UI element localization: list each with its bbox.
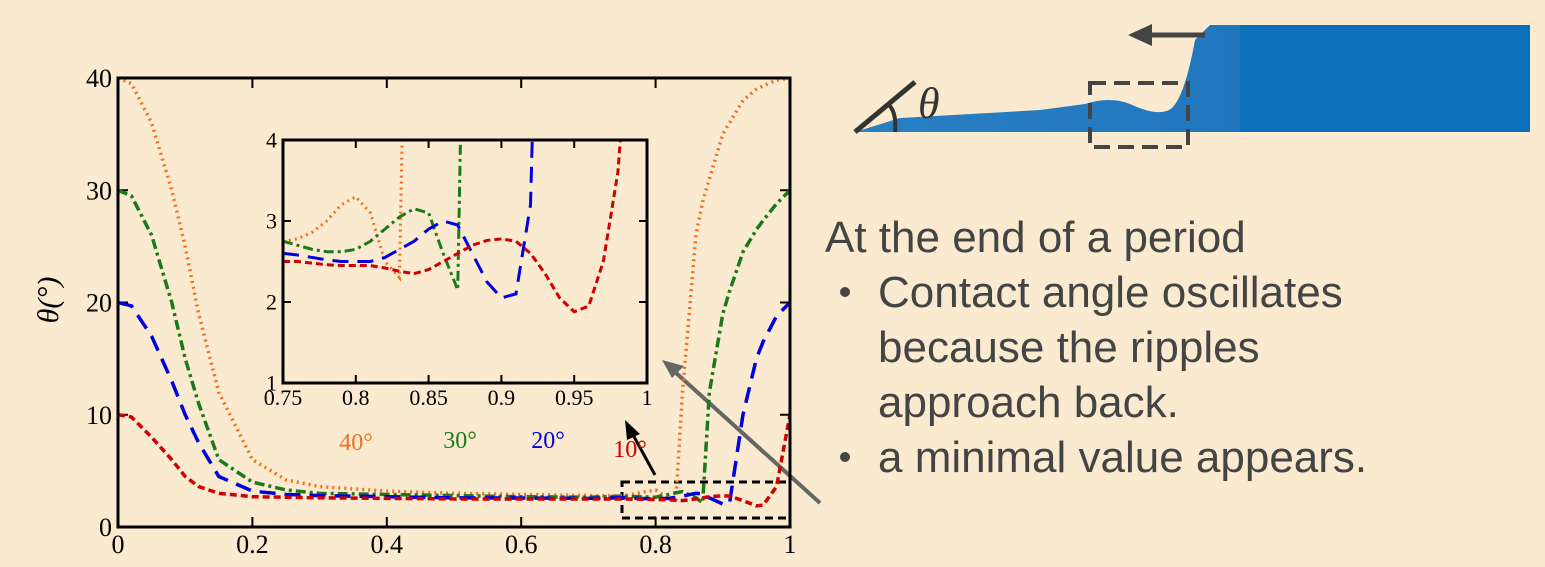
bullet-dot	[840, 287, 850, 297]
x-tick-label: 0.2	[236, 530, 269, 559]
liquid-bulk	[1240, 25, 1530, 132]
series-line	[118, 300, 790, 506]
series-label: 20°	[531, 428, 565, 454]
y-tick-label: 3	[266, 209, 277, 234]
series-label: 10°	[613, 437, 647, 463]
series-line	[283, 140, 622, 314]
series-line	[118, 188, 790, 507]
pointer-arrow	[673, 370, 822, 505]
inset-arrowhead	[625, 420, 640, 440]
bullet-text: a minimal value appears.	[878, 433, 1367, 482]
zoom-box	[1088, 81, 1190, 149]
x-tick-label: 0.8	[342, 385, 370, 410]
series-line	[283, 140, 404, 282]
bullet-text: approach back.	[878, 378, 1179, 427]
y-tick-label: 0	[99, 513, 112, 542]
bullet-list: Contact angle oscillates because the ripp…	[840, 268, 1367, 482]
x-tick-label: 0.9	[488, 385, 516, 410]
y-axis-label: θ(°)	[32, 277, 65, 324]
angle-arc	[886, 102, 898, 133]
y-tick-label: 2	[266, 290, 277, 315]
heading: At the end of a period	[825, 213, 1246, 262]
bullet-dot	[840, 452, 850, 462]
series-group	[283, 140, 622, 314]
x-tick-label: 0.4	[371, 530, 404, 559]
x-tick-label: 1	[642, 385, 653, 410]
series-label: 30°	[443, 428, 477, 454]
pointer-arrowhead	[662, 360, 684, 378]
diagram: θ	[853, 24, 1530, 149]
bullet-text: because the ripples	[878, 323, 1260, 372]
y-tick-label: 10	[86, 401, 112, 430]
plot: 0.75 0.8 0.85 0.9 0.95 1 1 2 3 4 40° 30° 20° 10°	[264, 128, 653, 463]
x-tick-label: 1	[784, 530, 797, 559]
y-tick-label: 20	[86, 289, 112, 318]
x-tick-label: 0	[112, 530, 125, 559]
plot-frame	[116, 76, 792, 529]
bullet-text: Contact angle oscillates	[878, 268, 1343, 317]
plot-frame	[281, 138, 649, 385]
inset-arrow	[630, 432, 657, 476]
series-label: 40°	[339, 430, 373, 456]
motion-arrowhead	[1128, 24, 1152, 46]
y-tick-label: 1	[266, 371, 277, 396]
x-tick-label: 0.85	[409, 385, 448, 410]
x-tick-label: 0.6	[505, 530, 538, 559]
y-tick-label: 30	[86, 176, 112, 205]
y-tick-label: 4	[266, 128, 277, 153]
series-group	[118, 78, 790, 508]
angle-label: θ	[918, 79, 940, 128]
series-line	[283, 140, 534, 300]
x-tick-label: 0.8	[639, 530, 672, 559]
y-tick-label: 40	[86, 64, 112, 93]
x-tick-label: 0.75	[264, 385, 303, 410]
x-tick-label: 0.95	[555, 385, 594, 410]
angle-line	[853, 80, 917, 134]
series-line	[118, 413, 790, 508]
